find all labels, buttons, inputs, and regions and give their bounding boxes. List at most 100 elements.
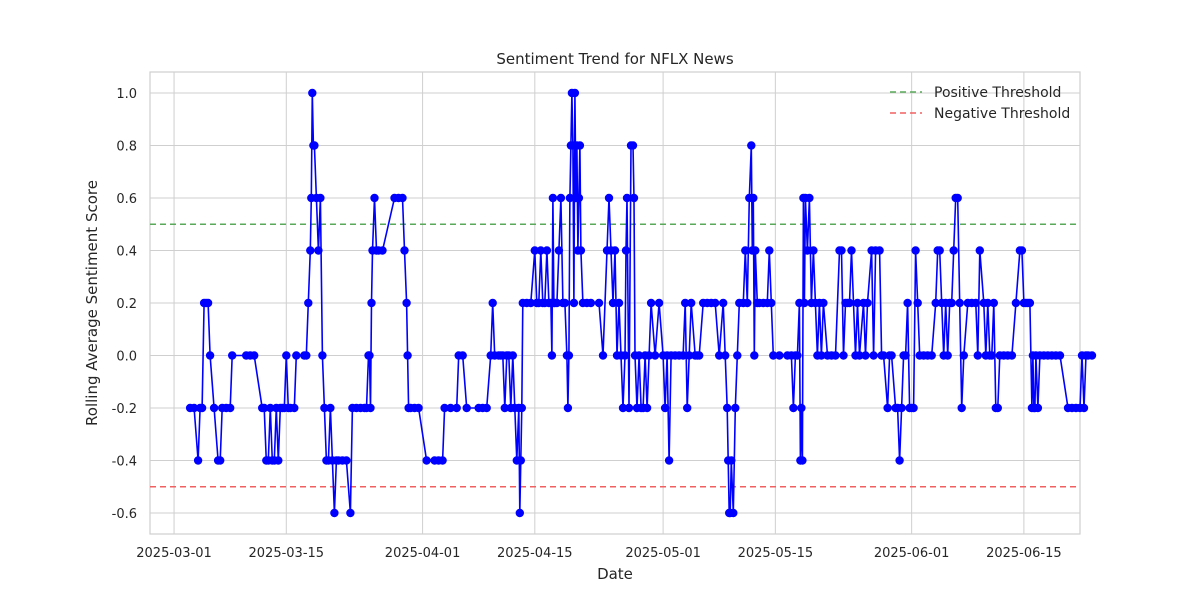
data-point <box>575 141 585 150</box>
data-point <box>727 456 736 465</box>
data-point <box>556 193 566 203</box>
x-tick-label: 2025-05-01 <box>625 546 701 561</box>
data-point <box>975 246 984 255</box>
data-point <box>228 351 237 360</box>
data-point <box>895 456 904 465</box>
data-point <box>1011 298 1021 308</box>
data-point <box>205 351 215 360</box>
data-point <box>414 403 423 413</box>
data-point <box>365 351 374 360</box>
data-point <box>983 298 992 308</box>
data-point <box>750 351 759 360</box>
data-point <box>260 403 269 413</box>
data-point <box>809 246 818 255</box>
data-point <box>715 351 724 360</box>
data-point <box>370 193 379 203</box>
y-tick-label: -0.2 <box>112 402 137 417</box>
data-point <box>552 298 562 308</box>
data-point <box>875 246 884 255</box>
data-point <box>678 351 688 360</box>
x-tick-label: 2025-06-15 <box>986 546 1062 561</box>
data-point <box>819 298 828 308</box>
y-tick-label: -0.6 <box>112 507 137 522</box>
data-point <box>909 403 918 413</box>
data-point <box>614 298 624 308</box>
data-point <box>310 141 319 150</box>
data-point <box>901 351 910 360</box>
x-axis-ticks: 2025-03-01 2025-03-15 2025-04-01 2025-04-15… <box>136 546 1061 561</box>
data-point <box>660 403 670 413</box>
data-point <box>576 246 586 255</box>
data-point <box>629 193 639 203</box>
data-point <box>644 351 654 360</box>
x-tick-label: 2025-06-01 <box>874 546 950 561</box>
data-point <box>508 351 517 360</box>
data-point <box>1017 246 1027 255</box>
data-point <box>1055 351 1065 360</box>
data-point <box>847 246 856 255</box>
data-point <box>569 298 579 308</box>
data-point <box>767 298 776 308</box>
data-point <box>548 193 558 203</box>
data-point <box>927 351 936 360</box>
data-point <box>400 246 409 255</box>
data-point <box>1033 403 1043 413</box>
data-point <box>574 193 584 203</box>
data-point <box>560 298 570 308</box>
data-point <box>628 141 638 150</box>
data-point <box>563 403 573 413</box>
y-axis-label: Rolling Average Sentiment Score <box>83 180 101 426</box>
data-point <box>853 298 862 308</box>
x-tick-label: 2025-04-01 <box>385 546 461 561</box>
data-point <box>517 403 526 413</box>
data-point <box>861 351 870 360</box>
data-point <box>741 246 750 255</box>
data-point <box>883 403 892 413</box>
data-point <box>681 298 690 308</box>
data-point <box>440 403 449 413</box>
x-tick-label: 2025-05-15 <box>738 546 814 561</box>
data-point <box>516 456 525 465</box>
y-tick-label: 0.4 <box>116 245 137 260</box>
data-point <box>913 298 922 308</box>
data-point <box>197 403 207 413</box>
data-point <box>624 403 634 413</box>
data-point <box>366 403 375 413</box>
data-point <box>554 246 564 255</box>
data-point <box>367 298 376 308</box>
data-point <box>482 403 491 413</box>
data-point <box>959 351 968 360</box>
data-point <box>731 403 740 413</box>
data-point <box>687 298 696 308</box>
data-point <box>897 403 906 413</box>
data-point <box>751 246 760 255</box>
data-point <box>292 351 301 360</box>
data-point <box>189 403 199 413</box>
data-point <box>488 298 497 308</box>
data-point <box>216 456 225 465</box>
y-tick-label: 0.0 <box>116 350 137 365</box>
data-point <box>634 351 644 360</box>
data-point <box>798 456 807 465</box>
x-tick-label: 2025-03-15 <box>249 546 325 561</box>
legend-negative-label: Negative Threshold <box>934 106 1070 122</box>
data-point <box>805 193 814 203</box>
data-point <box>422 456 431 465</box>
data-point <box>955 298 964 308</box>
data-point <box>604 193 614 203</box>
data-point <box>346 508 355 518</box>
data-point <box>831 351 840 360</box>
x-tick-label: 2025-03-01 <box>136 546 212 561</box>
y-axis-ticks: -0.6 -0.4 -0.2 0.0 0.2 0.4 0.6 0.8 1.0 <box>112 87 137 522</box>
data-point <box>610 246 620 255</box>
data-point <box>733 351 742 360</box>
data-point <box>250 351 259 360</box>
data-point <box>320 403 329 413</box>
data-point <box>729 508 738 518</box>
data-point <box>318 351 327 360</box>
data-point <box>664 456 674 465</box>
data-point <box>931 298 940 308</box>
data-point <box>650 351 660 360</box>
data-point <box>458 351 467 360</box>
